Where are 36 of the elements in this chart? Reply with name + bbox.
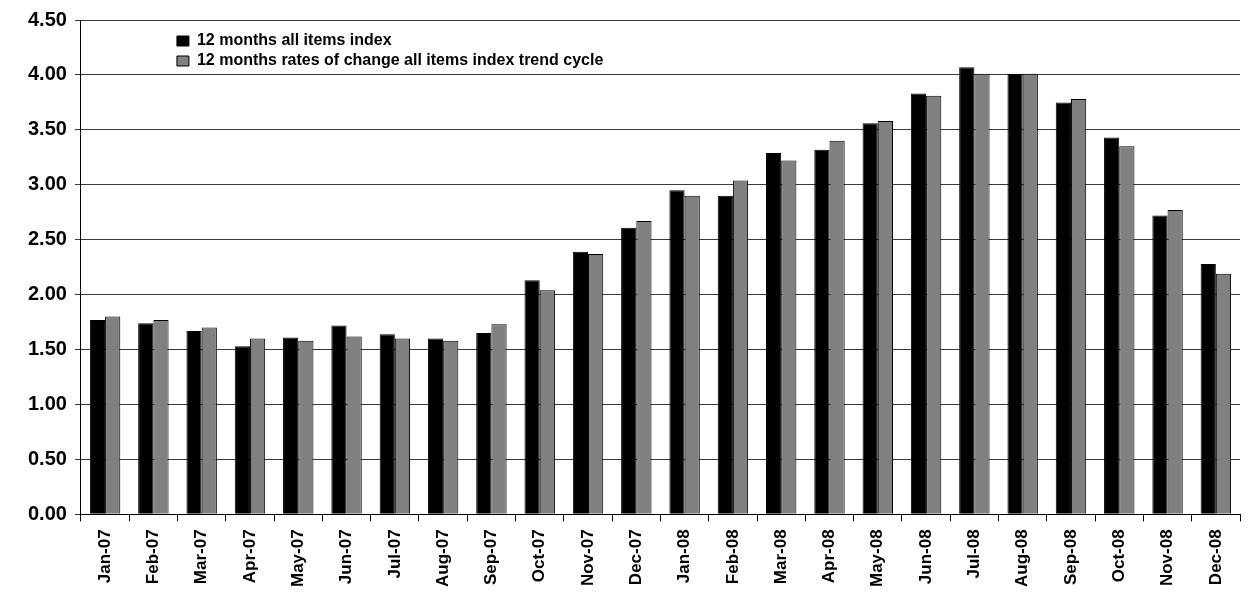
x-tick-label: Mar-08 bbox=[770, 529, 790, 585]
x-tick-label: Aug-07 bbox=[432, 529, 452, 587]
x-tick-label: Jan-07 bbox=[94, 529, 114, 584]
x-tick-label: Apr-08 bbox=[819, 529, 839, 584]
x-tick-label: Jan-08 bbox=[674, 529, 694, 584]
y-tick-label: 4.00 bbox=[27, 62, 67, 85]
legend-label: 12 months rates of change all items index trend cycle bbox=[196, 51, 604, 69]
x-tick-label: May-08 bbox=[867, 529, 887, 587]
y-tick-label: 3.00 bbox=[27, 172, 67, 195]
x-tick-label: Mar-07 bbox=[191, 529, 211, 585]
x-tick-label: Apr-07 bbox=[239, 529, 259, 584]
x-tick-label: Oct-08 bbox=[1108, 529, 1128, 583]
y-tick-label: 1.50 bbox=[27, 337, 67, 360]
x-tick-label: Feb-07 bbox=[143, 529, 163, 585]
y-tick-label: 3.50 bbox=[27, 117, 67, 140]
y-tick-label: 0.00 bbox=[27, 501, 67, 524]
y-tick-label: 2.00 bbox=[27, 282, 67, 305]
y-tick-label: 4.50 bbox=[27, 7, 67, 30]
y-tick-label: 1.00 bbox=[27, 392, 67, 415]
x-tick-label: Jun-08 bbox=[915, 529, 935, 585]
x-tick-label: Jul-08 bbox=[964, 529, 984, 579]
y-tick-label: 2.50 bbox=[27, 227, 67, 250]
x-tick-label: Oct-07 bbox=[529, 529, 549, 583]
x-tick-label: May-07 bbox=[287, 529, 307, 587]
x-tick-label: Jul-07 bbox=[384, 529, 404, 579]
x-tick-label: Dec-07 bbox=[626, 529, 645, 586]
y-tick-label: 0.50 bbox=[27, 446, 67, 469]
x-tick-label: Aug-08 bbox=[1012, 529, 1032, 587]
x-tick-label: Sep-07 bbox=[481, 529, 501, 586]
x-tick-label: Nov-08 bbox=[1157, 529, 1177, 587]
x-tick-label: Sep-08 bbox=[1060, 529, 1080, 586]
x-tick-label: Dec-08 bbox=[1205, 529, 1225, 586]
x-tick-label: Jun-07 bbox=[336, 529, 356, 585]
x-tick-label: Feb-08 bbox=[722, 529, 742, 585]
x-tick-label: Nov-07 bbox=[577, 529, 597, 587]
legend-label: 12 months all items index bbox=[196, 31, 392, 49]
